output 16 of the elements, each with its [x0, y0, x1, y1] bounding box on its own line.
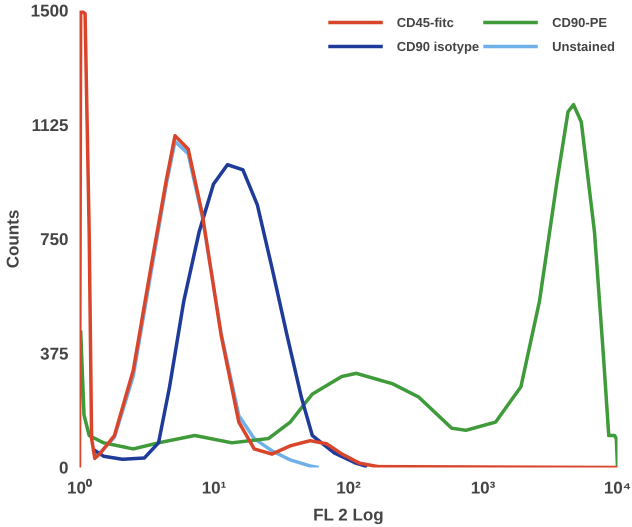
- x-tick-label: 10⁰: [67, 478, 92, 498]
- legend-label: Unstained: [552, 38, 615, 54]
- x-tick-label: 10¹: [202, 478, 227, 498]
- legend-label: CD90 isotype: [396, 38, 480, 54]
- legend-label: CD45-fitc: [396, 14, 454, 30]
- legend-label: CD90-PE: [552, 14, 608, 30]
- y-tick-label: 1125: [32, 116, 69, 135]
- y-tick-label: 750: [40, 230, 69, 249]
- x-tick-label: 10⁴: [604, 478, 632, 498]
- y-axis-title: Counts: [4, 210, 23, 268]
- y-tick-label: 0: [59, 458, 69, 478]
- y-tick-label: 1500: [30, 2, 69, 20]
- x-tick-label: 10³: [470, 478, 496, 498]
- y-tick-label: 375: [40, 344, 69, 364]
- x-tick-label: 10²: [336, 478, 362, 498]
- x-axis-title: FL 2 Log: [313, 506, 384, 524]
